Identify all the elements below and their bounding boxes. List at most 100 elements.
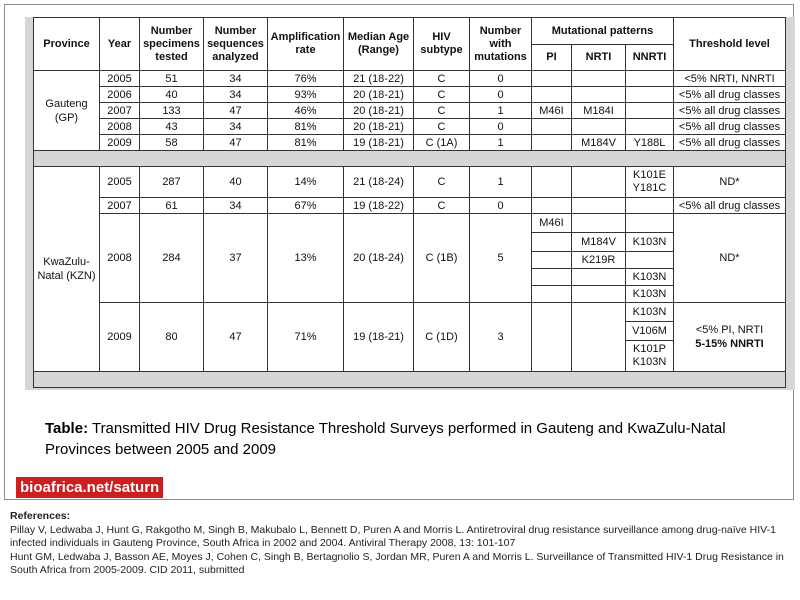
cell-pi xyxy=(531,302,572,372)
table-row: 2007 133 47 46% 20 (18-21) C 1 M46I M184… xyxy=(34,102,786,119)
cell-subtype: C xyxy=(413,70,470,87)
cell-nnrti xyxy=(625,197,674,214)
cell-rate: 81% xyxy=(267,118,344,135)
cell-nnrti: K101P K103N xyxy=(625,340,674,372)
col-province: Province xyxy=(33,17,100,71)
cell-sequences: 34 xyxy=(203,70,268,87)
cell-sequences: 47 xyxy=(203,302,268,372)
cell-mutations: 1 xyxy=(469,102,532,119)
cell-mutations: 1 xyxy=(469,134,532,151)
caption-text: Transmitted HIV Drug Resistance Threshol… xyxy=(45,420,726,458)
cell-rate: 46% xyxy=(267,102,344,119)
table-row: 2009 80 47 71% 19 (18-21) C (1D) 3 K103N… xyxy=(34,302,786,372)
cell-pi: M46I xyxy=(531,213,572,233)
cell-specimens: 133 xyxy=(139,102,204,119)
cell-year: 2009 xyxy=(99,302,140,372)
cell-threshold: <5% all drug classes xyxy=(673,102,786,119)
cell-age: 19 (18-21) xyxy=(343,134,414,151)
cell-nrti xyxy=(571,285,626,303)
col-mutations: Number with mutations xyxy=(469,17,532,71)
cell-specimens: 43 xyxy=(139,118,204,135)
cell-subtype: C xyxy=(413,86,470,103)
cell-threshold: <5% NRTI, NNRTI xyxy=(673,70,786,87)
cell-nnrti: K103N xyxy=(625,302,674,322)
cell-year: 2009 xyxy=(99,134,140,151)
col-mutational-patterns: Mutational patterns xyxy=(531,17,674,45)
cell-year: 2007 xyxy=(99,197,140,214)
cell-age: 19 (18-22) xyxy=(343,197,414,214)
table-row: K103N xyxy=(34,268,786,286)
province-kzn: KwaZulu-Natal (KZN) xyxy=(33,166,100,372)
header-row: Province Year Number specimens tested Nu… xyxy=(33,17,786,71)
cell-nnrti xyxy=(625,102,674,119)
cell-nnrti: Y188L xyxy=(625,134,674,151)
cell-nrti: M184I xyxy=(571,102,626,119)
bioafrica-logo[interactable]: bioafrica.net/saturn xyxy=(16,477,164,498)
col-specimens: Number specimens tested xyxy=(139,17,204,71)
cell-mutations: 0 xyxy=(469,86,532,103)
province-gauteng: Gauteng (GP) xyxy=(33,70,100,151)
cell-nnrti xyxy=(625,213,674,233)
cell-age: 20 (18-21) xyxy=(343,86,414,103)
cell-subtype: C (1D) xyxy=(413,302,470,372)
cell-age: 19 (18-21) xyxy=(343,302,414,372)
cell-age: 20 (18-24) xyxy=(343,213,414,303)
cell-nrti xyxy=(571,70,626,87)
cell-subtype: C (1A) xyxy=(413,134,470,151)
cell-year: 2005 xyxy=(99,166,140,198)
references: References: Pillay V, Ledwaba J, Hunt G,… xyxy=(10,510,790,578)
table-background: Province Year Number specimens tested Nu… xyxy=(25,17,795,390)
cell-threshold: <5% all drug classes xyxy=(673,86,786,103)
cell-pi xyxy=(531,285,572,303)
cell-specimens: 287 xyxy=(139,166,204,198)
cell-pi: M46I xyxy=(531,102,572,119)
reference-2: Hunt GM, Ledwaba J, Basson AE, Moyes J, … xyxy=(10,550,784,577)
cell-subtype: C xyxy=(413,166,470,198)
cell-year: 2007 xyxy=(99,102,140,119)
col-threshold: Threshold level xyxy=(673,17,786,71)
cell-rate: 71% xyxy=(267,302,344,372)
cell-year: 2005 xyxy=(99,70,140,87)
cell-mutations: 3 xyxy=(469,302,532,372)
table-row: 2009 58 47 81% 19 (18-21) C (1A) 1 M184V… xyxy=(34,134,786,151)
table-row: M184V K103N xyxy=(34,232,786,252)
resistance-table: Province Year Number specimens tested Nu… xyxy=(33,17,786,388)
cell-specimens: 40 xyxy=(139,86,204,103)
table-caption: Table: Transmitted HIV Drug Resistance T… xyxy=(45,418,745,460)
col-pi: PI xyxy=(531,44,572,71)
cell-pi xyxy=(531,197,572,214)
cell-year: 2006 xyxy=(99,86,140,103)
cell-nrti xyxy=(571,166,626,198)
cell-sequences: 34 xyxy=(203,118,268,135)
table-row: Gauteng (GP) 2005 51 34 76% 21 (18-22) C… xyxy=(33,70,786,151)
cell-nnrti xyxy=(625,86,674,103)
cell-specimens: 58 xyxy=(139,134,204,151)
table-row: K101P K103N xyxy=(34,340,786,372)
cell-rate: 13% xyxy=(267,213,344,303)
cell-threshold: <5% PI, NRTI 5-15% NNRTI xyxy=(673,302,786,372)
threshold-line-2: 5-15% NNRTI xyxy=(695,338,764,350)
table-row: 2008 43 34 81% 20 (18-21) C 0 <5% all dr… xyxy=(34,118,786,135)
cell-nrti xyxy=(571,86,626,103)
cell-threshold: <5% all drug classes xyxy=(673,118,786,135)
cell-nrti: K219R xyxy=(571,251,626,269)
cell-nrti xyxy=(571,213,626,233)
table-row: K103N xyxy=(34,285,786,303)
cell-rate: 76% xyxy=(267,70,344,87)
cell-pi xyxy=(531,251,572,269)
col-sequences: Number sequences analyzed xyxy=(203,17,268,71)
cell-mutations: 0 xyxy=(469,197,532,214)
table-row: 2007 61 34 67% 19 (18-22) C 0 <5% all dr… xyxy=(34,197,786,214)
cell-subtype: C xyxy=(413,118,470,135)
cell-subtype: C xyxy=(413,197,470,214)
col-amplification: Amplification rate xyxy=(267,17,344,71)
cell-rate: 81% xyxy=(267,134,344,151)
cell-pi xyxy=(531,166,572,198)
cell-mutations: 5 xyxy=(469,213,532,303)
cell-year: 2008 xyxy=(99,118,140,135)
cell-rate: 14% xyxy=(267,166,344,198)
cell-nnrti: K101E Y181C xyxy=(625,166,674,198)
table-row: V106M xyxy=(34,321,786,341)
cell-specimens: 80 xyxy=(139,302,204,372)
separator-row xyxy=(33,150,786,167)
